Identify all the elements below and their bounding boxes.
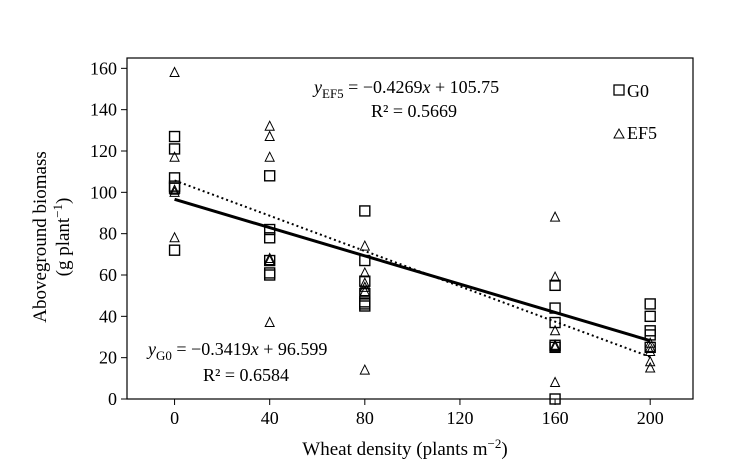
legend-ef5-triangle-marker [613,127,625,139]
ef5-point [169,184,180,195]
ef5-point [644,355,656,367]
ef5-point [264,120,275,131]
g0-trendline [174,197,651,343]
g0-equation: yG0 = −0.3419x + 96.599 [146,339,327,363]
ef5-point [169,151,180,162]
plot-border [126,57,694,400]
ef5-point [169,231,180,243]
plot-area [126,57,694,400]
ef5-point [549,376,561,387]
g0-point [644,310,656,323]
ef5-point [644,341,656,352]
y-tick-label: 140 [90,100,117,120]
y-axis-title-line2: (g plant−1) [50,198,74,277]
g0-point [549,316,561,329]
ef5-point [359,363,371,375]
g0-point [549,279,561,292]
ef5-equation: yEF5 = −0.4269x + 105.75 [312,77,499,101]
ef5-point [549,339,561,350]
legend: G0 EF5 [613,81,657,143]
trendlines [174,179,651,358]
ef5-point [644,345,656,356]
ef5-point [264,252,275,263]
x-tick-label: 80 [356,408,374,428]
ef5-point [644,361,656,373]
ef5-point [264,254,275,266]
ef5-point [549,211,561,222]
y-tick-label: 160 [90,58,117,78]
g0-point [263,232,276,244]
ef5-point [169,66,180,77]
g0-point [168,244,181,256]
g0-r-squared: R² = 0.6584 [203,365,289,385]
x-tick-label: 200 [637,408,664,428]
y-tick-label: 100 [90,182,117,202]
y-tick-label: 120 [90,141,117,161]
g0-point [359,205,371,217]
ef5-point [549,324,561,336]
ef5-point [359,266,371,278]
ef5-point [169,186,180,197]
g0-point [263,223,276,236]
y-tick-label: 0 [108,389,117,409]
legend-g0-label: G0 [627,81,649,101]
ef5-point [264,151,275,162]
x-tick-label: 40 [261,408,279,428]
g0-point [168,130,181,143]
g0-point [644,298,656,310]
ef5-point [359,239,371,251]
legend-g0-square-marker [613,84,625,96]
y-axis-title-line1: Aboveground biomass [30,151,51,323]
x-tick-label: 160 [542,408,569,428]
data-points [168,66,656,405]
ef5-r-squared: R² = 0.5669 [371,101,457,121]
x-axis-title: Wheat density (plants m−2) [302,436,507,460]
ef5-point [264,130,275,142]
ef5-point [549,341,561,352]
g0-point [644,329,656,341]
y-tick-label: 80 [99,224,117,244]
ef5-point [549,270,561,282]
ef5-point [359,281,371,292]
g0-point [263,269,276,281]
ef5-point [264,316,275,328]
y-tick-label: 40 [99,306,117,326]
g0-point [549,302,561,314]
g0-point [263,170,276,182]
g0-point [359,298,371,310]
g0-point [168,143,181,155]
ef5-point [359,285,371,297]
g0-point [644,325,656,337]
y-tick-label: 60 [99,265,117,285]
y-tick-label: 20 [99,348,117,368]
x-tick-label: 0 [170,408,179,428]
axis-ticks: 0 20 40 60 80 100 120 140 160 0 40 80 120 160 200 [90,58,664,428]
g0-point [359,254,371,267]
x-tick-label: 120 [446,408,473,428]
legend-ef5-label: EF5 [627,123,657,143]
g0-point [168,182,181,194]
